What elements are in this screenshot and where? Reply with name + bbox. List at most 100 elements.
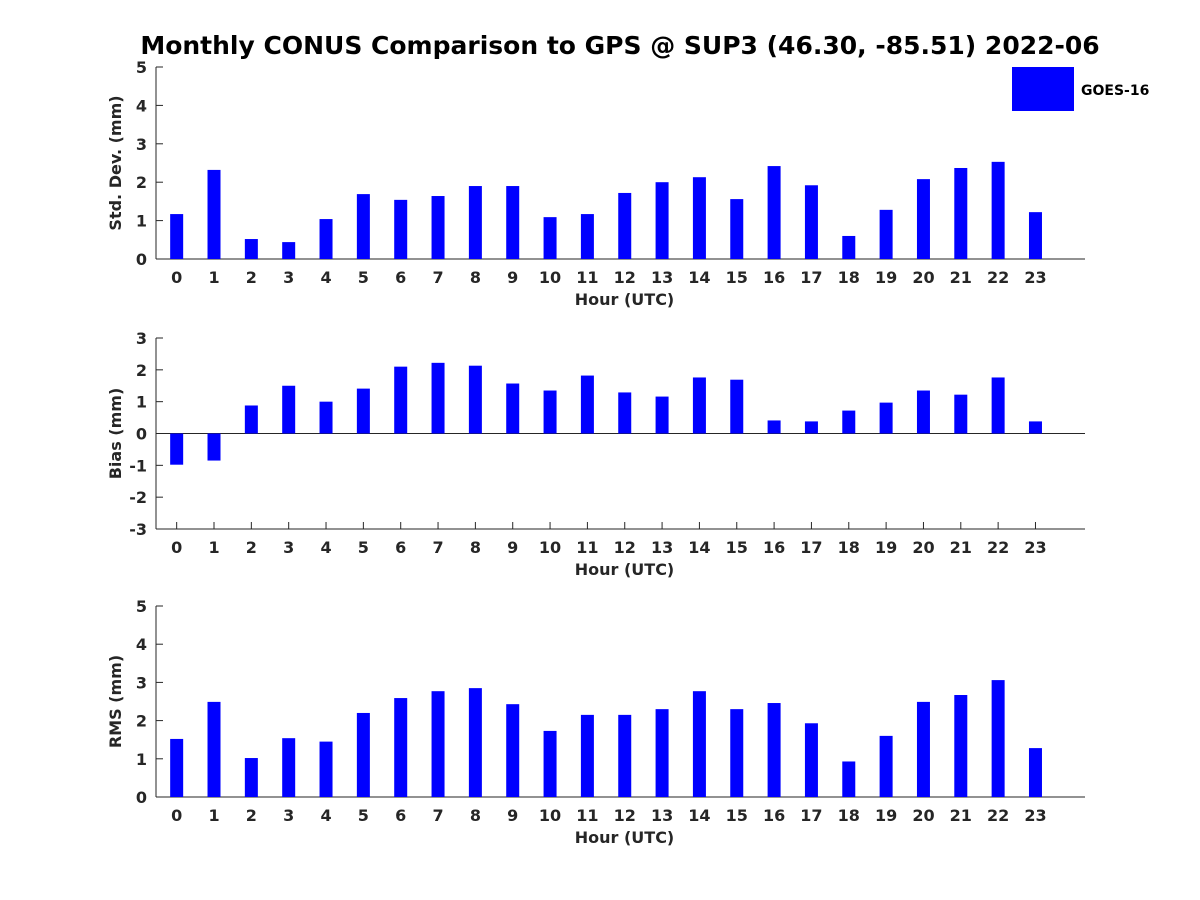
x-tick-label: 3 xyxy=(283,268,294,287)
x-tick-label: 8 xyxy=(470,268,481,287)
bar xyxy=(1028,748,1042,797)
bar xyxy=(879,209,893,259)
bar xyxy=(655,396,669,434)
x-tick-label: 14 xyxy=(688,268,710,287)
y-tick-label: 0 xyxy=(136,788,147,807)
x-tick-label: 7 xyxy=(432,806,443,825)
y-tick-label: 1 xyxy=(136,393,147,412)
x-tick-label: 21 xyxy=(950,538,972,557)
bar xyxy=(916,701,930,797)
bar xyxy=(506,186,520,259)
x-tick-label: 10 xyxy=(539,806,561,825)
y-tick-label: 4 xyxy=(136,635,147,654)
x-tick-label: 21 xyxy=(950,268,972,287)
x-tick-label: 9 xyxy=(507,806,518,825)
x-tick-label: 12 xyxy=(614,538,636,557)
bar xyxy=(170,738,184,797)
bar xyxy=(207,169,221,259)
bar xyxy=(618,192,632,259)
bar xyxy=(991,377,1005,434)
y-tick-label: 1 xyxy=(136,750,147,769)
x-tick-label: 0 xyxy=(171,268,182,287)
x-tick-label: 14 xyxy=(688,806,710,825)
x-tick-label: 20 xyxy=(912,538,934,557)
bar xyxy=(282,738,296,797)
bar xyxy=(730,379,744,434)
x-tick-label: 11 xyxy=(576,806,598,825)
x-tick-label: 0 xyxy=(171,538,182,557)
bar xyxy=(170,433,184,465)
x-tick-label: 3 xyxy=(283,806,294,825)
x-tick-label: 23 xyxy=(1024,538,1046,557)
x-tick-label: 11 xyxy=(576,268,598,287)
x-tick-label: 4 xyxy=(320,538,331,557)
x-tick-label: 12 xyxy=(614,268,636,287)
bar xyxy=(431,691,445,797)
x-tick-label: 18 xyxy=(838,268,860,287)
bar xyxy=(207,701,221,797)
bar xyxy=(319,401,333,434)
bar xyxy=(879,735,893,797)
bar xyxy=(1028,212,1042,259)
x-tick-label: 1 xyxy=(208,538,219,557)
bar xyxy=(842,410,856,434)
x-tick-label: 4 xyxy=(320,806,331,825)
bar xyxy=(879,402,893,434)
bar xyxy=(319,219,333,259)
x-tick-label: 2 xyxy=(246,268,257,287)
x-tick-label: 6 xyxy=(395,806,406,825)
x-tick-label: 18 xyxy=(838,806,860,825)
bar xyxy=(282,242,296,259)
x-tick-label: 22 xyxy=(987,538,1009,557)
bar xyxy=(730,199,744,259)
bar xyxy=(916,390,930,434)
bar xyxy=(991,680,1005,797)
bar xyxy=(282,385,296,434)
bar xyxy=(356,194,370,259)
x-tick-label: 7 xyxy=(432,268,443,287)
x-tick-label: 5 xyxy=(358,806,369,825)
x-tick-label: 17 xyxy=(800,538,822,557)
bar xyxy=(394,366,408,434)
x-tick-label: 15 xyxy=(726,538,748,557)
bar xyxy=(692,177,706,259)
x-tick-label: 2 xyxy=(246,538,257,557)
x-tick-label: 5 xyxy=(358,268,369,287)
bar xyxy=(468,186,482,259)
bar xyxy=(580,214,594,259)
bar xyxy=(319,741,333,797)
bar xyxy=(767,166,781,259)
x-tick-label: 16 xyxy=(763,806,785,825)
bar xyxy=(170,214,184,259)
bar xyxy=(431,362,445,434)
bar xyxy=(692,377,706,434)
x-tick-label: 22 xyxy=(987,806,1009,825)
bar xyxy=(954,167,968,259)
y-tick-label: -3 xyxy=(129,520,147,539)
bar xyxy=(730,709,744,797)
x-tick-label: 21 xyxy=(950,806,972,825)
bar xyxy=(580,375,594,434)
x-tick-label: 17 xyxy=(800,268,822,287)
bar xyxy=(618,392,632,434)
x-tick-label: 4 xyxy=(320,268,331,287)
x-tick-label: 1 xyxy=(208,268,219,287)
bar xyxy=(468,365,482,434)
x-axis-label: Hour (UTC) xyxy=(575,560,675,579)
x-tick-label: 9 xyxy=(507,268,518,287)
y-tick-label: 0 xyxy=(136,425,147,444)
y-tick-label: 2 xyxy=(136,173,147,192)
y-tick-label: 0 xyxy=(136,250,147,269)
x-tick-label: 12 xyxy=(614,806,636,825)
x-tick-label: 1 xyxy=(208,806,219,825)
x-tick-label: 5 xyxy=(358,538,369,557)
x-tick-label: 15 xyxy=(726,268,748,287)
bar xyxy=(804,185,818,259)
x-tick-label: 22 xyxy=(987,268,1009,287)
y-axis-label: Std. Dev. (mm) xyxy=(106,95,125,230)
x-axis-label: Hour (UTC) xyxy=(575,290,675,309)
